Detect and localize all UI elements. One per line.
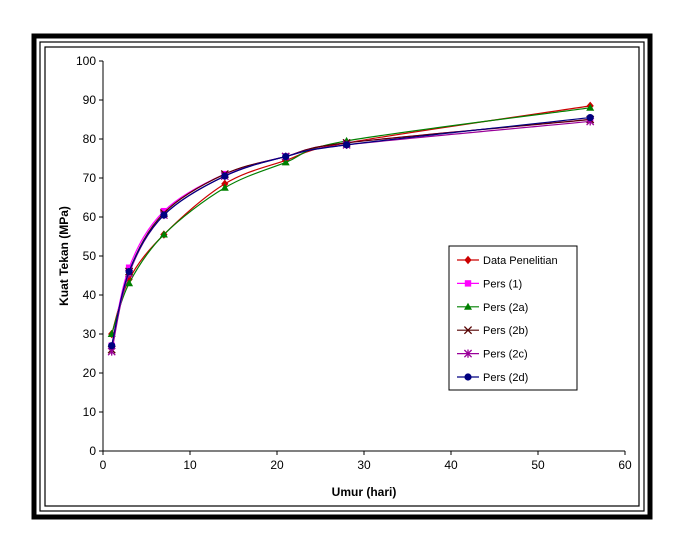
legend-label: Pers (2c) (483, 349, 528, 361)
axes: 0 10 20 30 40 50 60 70 80 90 100 0 10 20 30 40 50 60 Umur … (57, 54, 632, 499)
data-point (586, 103, 595, 111)
y-tick-label: 60 (83, 210, 97, 224)
y-tick-label: 0 (89, 444, 96, 458)
y-tick-label: 90 (83, 93, 97, 107)
data-point (220, 183, 229, 191)
legend-label: Pers (2a) (483, 302, 528, 314)
data-point (159, 230, 168, 238)
data-point (125, 279, 134, 287)
legend-label: Data Penelitian (483, 255, 558, 267)
legend-item: Pers (2a) (457, 302, 528, 314)
legend-item: Data Penelitian (457, 255, 558, 267)
legend-box (448, 245, 578, 391)
y-axis-label: Kuat Tekan (MPa) (57, 206, 71, 306)
y-tick-label: 40 (83, 288, 97, 302)
legend-swatch-marker (463, 349, 473, 358)
y-tick-label: 70 (83, 171, 97, 185)
data-point (586, 113, 594, 122)
frame-inner (44, 46, 640, 507)
y-tick-label: 100 (76, 54, 96, 68)
x-tick-label: 40 (444, 458, 458, 472)
legend-item: Pers (2d) (457, 372, 528, 384)
frame-outer (31, 33, 653, 520)
legend-swatch-marker (463, 326, 473, 335)
data-point (343, 141, 351, 149)
data-point (282, 152, 290, 161)
data-point (108, 342, 116, 350)
y-tick-label: 10 (83, 405, 97, 419)
data-point (125, 264, 133, 271)
data-point (160, 211, 168, 219)
x-tick-label: 10 (183, 458, 197, 472)
x-tick-label: 20 (270, 458, 284, 472)
data-point (221, 172, 229, 180)
legend-item: Pers (2c) (457, 349, 528, 361)
series-group (107, 101, 595, 356)
legend-label: Pers (2d) (483, 372, 528, 384)
y-tick-label: 50 (83, 249, 97, 263)
x-tick-label: 60 (618, 458, 632, 472)
y-tick-label: 20 (83, 366, 97, 380)
frame-middle (39, 41, 645, 512)
x-axis-label: Umur (hari) (332, 485, 397, 499)
x-tick-label: 0 (100, 458, 107, 472)
data-point (125, 268, 133, 276)
series-line (111, 105, 591, 335)
legend-label: Pers (1) (483, 278, 522, 290)
legend-label: Pers (2b) (483, 325, 528, 337)
series-pers-2d (108, 113, 594, 350)
legend: Data Penelitian Pers (1) Pers (2a) Pers (2b… (448, 245, 578, 391)
legend-item: Pers (2b) (457, 325, 528, 337)
y-tick-label: 80 (83, 132, 97, 146)
x-tick-label: 50 (531, 458, 545, 472)
legend-swatch-marker (464, 280, 472, 287)
legend-swatch-marker (464, 302, 472, 310)
y-tick-label: 30 (83, 327, 97, 341)
data-point (281, 158, 290, 166)
legend-swatch-marker (464, 373, 472, 381)
x-tick-label: 30 (357, 458, 371, 472)
legend-item: Pers (1) (457, 278, 522, 290)
legend-swatch-marker (464, 255, 472, 265)
